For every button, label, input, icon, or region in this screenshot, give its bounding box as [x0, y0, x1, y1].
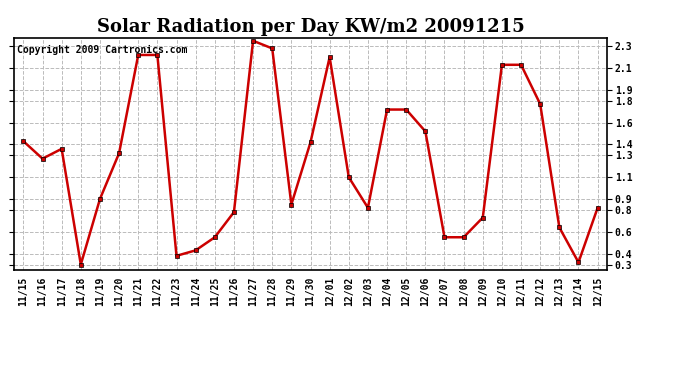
Title: Solar Radiation per Day KW/m2 20091215: Solar Radiation per Day KW/m2 20091215 — [97, 18, 524, 36]
Text: Copyright 2009 Cartronics.com: Copyright 2009 Cartronics.com — [17, 45, 187, 54]
